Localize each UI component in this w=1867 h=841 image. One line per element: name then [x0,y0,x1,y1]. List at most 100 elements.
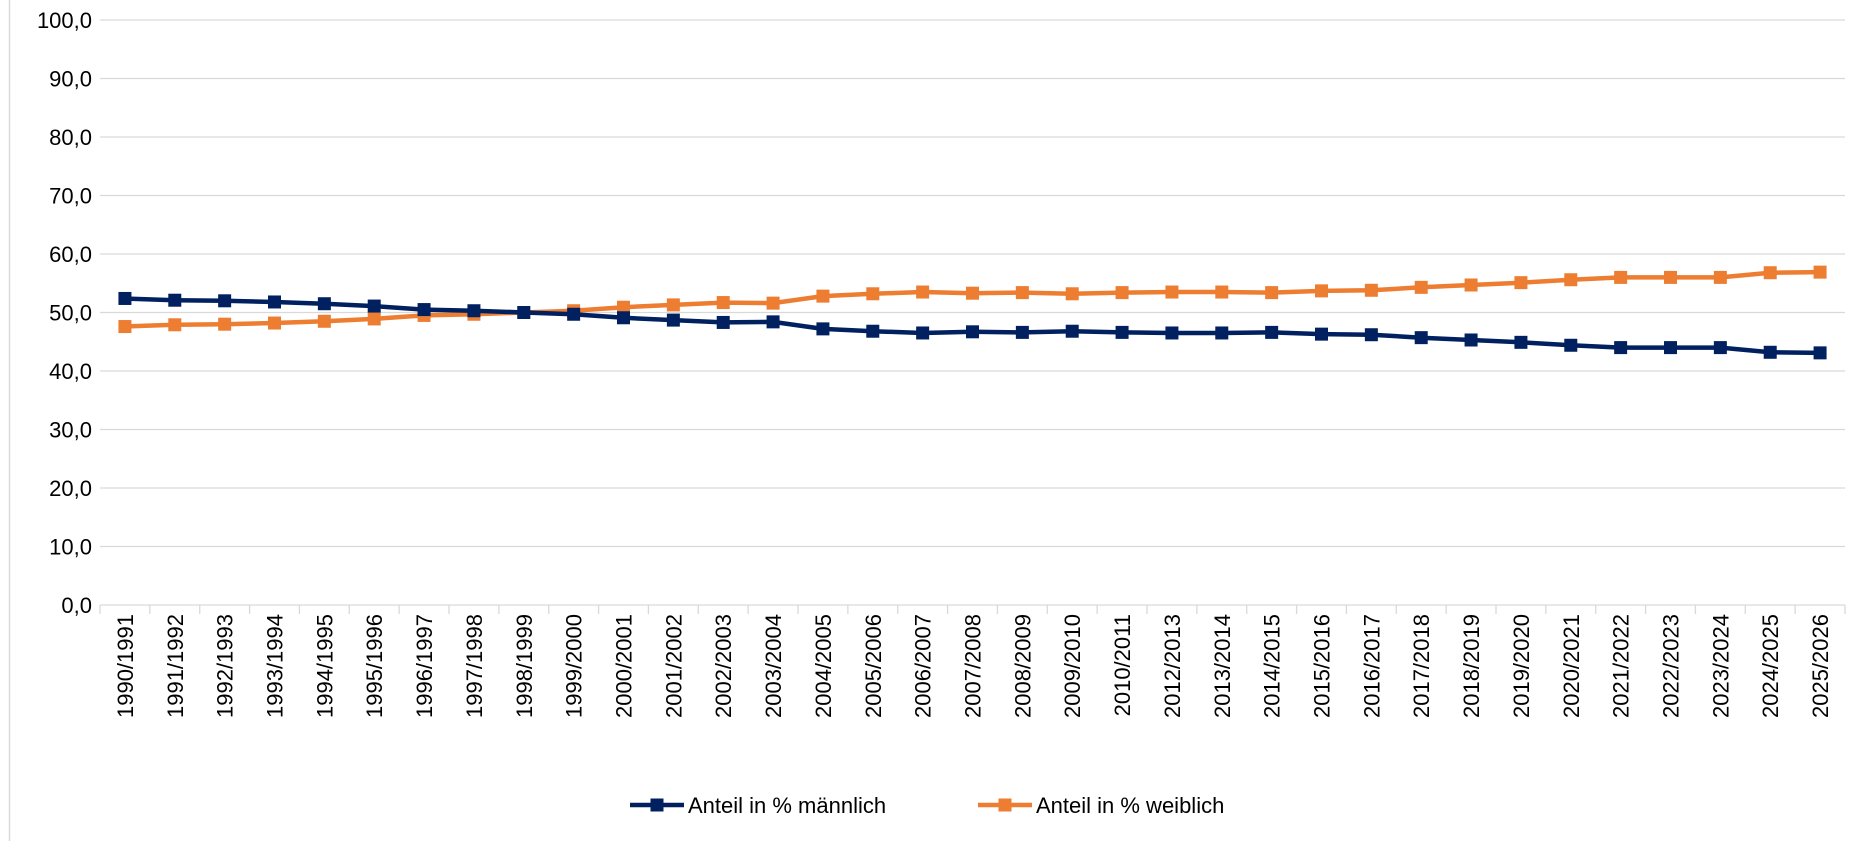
data-point [1165,285,1179,299]
data-point [268,316,281,330]
data-point [1115,325,1129,339]
x-tick-label: 2016/2017 [1359,614,1384,718]
y-tick-label: 10,0 [49,535,92,560]
x-tick-label: 1991/1992 [163,614,188,718]
x-tick-label: 1997/1998 [462,614,487,718]
data-point [816,322,830,336]
data-point [567,307,581,321]
data-point [417,303,431,317]
data-point [766,296,780,310]
data-point [1265,286,1279,300]
x-tick-label: 2010/2011 [1110,614,1135,716]
data-point [1614,341,1628,355]
x-tick-label: 2013/2014 [1210,614,1235,718]
data-point [1165,326,1179,340]
data-point [268,295,281,309]
x-tick-label: 1993/1994 [263,614,288,718]
x-tick-label: 1999/2000 [562,614,587,718]
x-tick-label: 1990/1991 [113,614,138,718]
data-point [1115,286,1129,300]
data-point [1664,270,1677,284]
data-point [1664,341,1677,355]
x-tick-label: 2024/2025 [1758,614,1783,718]
data-point [1763,345,1777,359]
y-tick-label: 70,0 [49,184,92,209]
data-point [367,299,381,313]
x-tick-label: 2009/2010 [1060,614,1085,718]
data-point [1713,270,1727,284]
legend: Anteil in % männlich Anteil in % weiblich [630,793,1224,818]
gridlines [100,19,1845,606]
data-point [168,318,182,332]
x-tick-label: 2019/2020 [1509,614,1534,718]
legend-swatch-marker [998,798,1012,812]
data-point [1364,328,1378,342]
data-point [1315,327,1328,341]
data-point [517,306,531,319]
x-tick-label: 2022/2023 [1659,614,1684,718]
x-tick-label: 2025/2026 [1808,614,1833,718]
y-tick-label: 0,0 [61,593,92,618]
data-point [1514,335,1528,349]
data-point [118,320,132,334]
x-tick-label: 2018/2019 [1459,614,1484,718]
data-point [916,326,930,340]
data-point [617,300,630,314]
y-tick-label: 40,0 [49,359,92,384]
x-tick-label: 1998/1999 [512,614,537,718]
data-point [766,315,780,329]
data-point [1065,287,1079,301]
data-point [218,317,232,331]
y-tick-label: 90,0 [49,67,92,92]
x-tick-label: 2003/2004 [761,614,786,718]
data-point [317,297,331,311]
series [118,265,1827,360]
data-point [1813,265,1827,279]
data-point [1514,276,1528,290]
data-point [1015,286,1029,300]
data-point [916,285,930,299]
y-tick-label: 30,0 [49,418,92,443]
x-tick-label: 1992/1993 [213,614,238,718]
x-tick-label: 2002/2003 [711,614,736,718]
legend-label: Anteil in % männlich [688,793,886,818]
x-tick-label: 2021/2022 [1609,614,1634,718]
data-point [467,304,481,318]
data-point [1614,270,1628,284]
data-point [1364,283,1378,297]
x-tick-label: 2004/2005 [811,614,836,718]
y-tick-label: 60,0 [49,242,92,267]
data-point [1414,331,1428,345]
x-tick-label: 2023/2024 [1708,614,1733,718]
data-point [1315,284,1328,298]
data-point [1215,285,1229,299]
data-point [1564,273,1578,287]
x-axis-tick-labels: 1990/1991 1991/1992 1992/1993 1993/1994 1994… [99,605,1846,718]
x-tick-label: 2005/2006 [861,614,886,718]
x-tick-label: 2012/2013 [1160,614,1185,718]
data-point [1763,266,1777,280]
data-point [218,294,232,308]
data-point [1015,325,1029,339]
data-point [367,312,381,326]
legend-swatch-marker [650,798,664,812]
data-point [617,311,630,325]
y-axis-tick-labels: 0,0 10,0 20,0 30,0 40,0 50,0 60,0 70,0 80,0 90,0 1… [37,8,92,618]
x-tick-label: 1994/1995 [312,614,337,718]
x-tick-label: 2000/2001 [612,614,637,718]
data-point [317,314,331,328]
x-tick-label: 2017/2018 [1409,614,1434,718]
y-tick-label: 100,0 [37,8,92,33]
y-tick-label: 80,0 [49,125,92,150]
data-point [866,324,880,338]
data-point [1464,278,1478,292]
series-maennlich [118,291,1827,360]
data-point [118,291,132,305]
x-tick-label: 2008/2009 [1010,614,1035,718]
data-point [716,296,730,310]
legend-item: Anteil in % männlich [630,793,886,818]
x-tick-label: 2015/2016 [1310,614,1335,718]
data-point [1564,338,1578,352]
x-tick-label: 2001/2002 [661,614,686,718]
